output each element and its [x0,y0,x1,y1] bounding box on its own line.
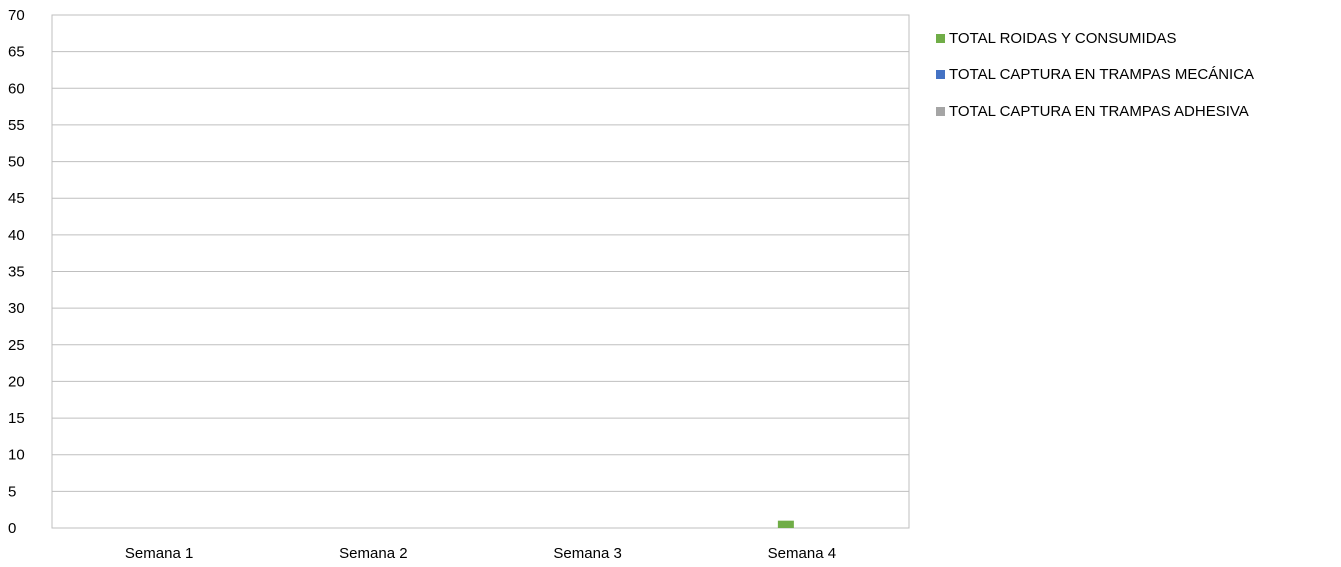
y-tick-label: 70 [8,7,25,24]
legend-item-mecanica: TOTAL CAPTURA EN TRAMPAS MECÁNICA [936,57,1254,94]
x-tick-label: Semana 3 [553,545,621,562]
legend-swatch [936,33,945,43]
legend-item-adhesiva: TOTAL CAPTURA EN TRAMPAS ADHESIVA [936,93,1254,130]
y-tick-label: 65 [8,44,25,61]
legend-swatch [936,70,945,80]
legend-swatch [936,106,945,116]
y-tick-label: 40 [8,227,25,244]
legend-label: TOTAL CAPTURA EN TRAMPAS MECÁNICA [949,66,1255,84]
y-tick-label: 60 [8,80,25,97]
y-tick-label: 35 [8,264,25,281]
y-tick-label: 30 [8,300,25,317]
legend: TOTAL ROIDAS Y CONSUMIDAS TOTAL CAPTURA … [936,20,1254,130]
y-tick-label: 45 [8,190,25,207]
legend-item-roidas: TOTAL ROIDAS Y CONSUMIDAS [936,20,1254,57]
y-tick-label: 50 [8,154,25,171]
bar [777,520,794,528]
y-tick-label: 0 [8,520,16,537]
y-tick-label: 5 [8,483,16,500]
y-tick-label: 20 [8,373,25,390]
x-tick-label: Semana 1 [125,545,193,562]
plot-area [51,14,910,529]
x-tick-label: Semana 4 [768,545,836,562]
y-tick-label: 15 [8,410,25,427]
y-tick-label: 10 [8,447,25,464]
legend-label: TOTAL CAPTURA EN TRAMPAS ADHESIVA [949,102,1249,120]
legend-label: TOTAL ROIDAS Y CONSUMIDAS [949,29,1177,47]
x-tick-label: Semana 2 [339,545,407,562]
y-tick-label: 25 [8,337,25,354]
y-tick-label: 55 [8,117,25,134]
